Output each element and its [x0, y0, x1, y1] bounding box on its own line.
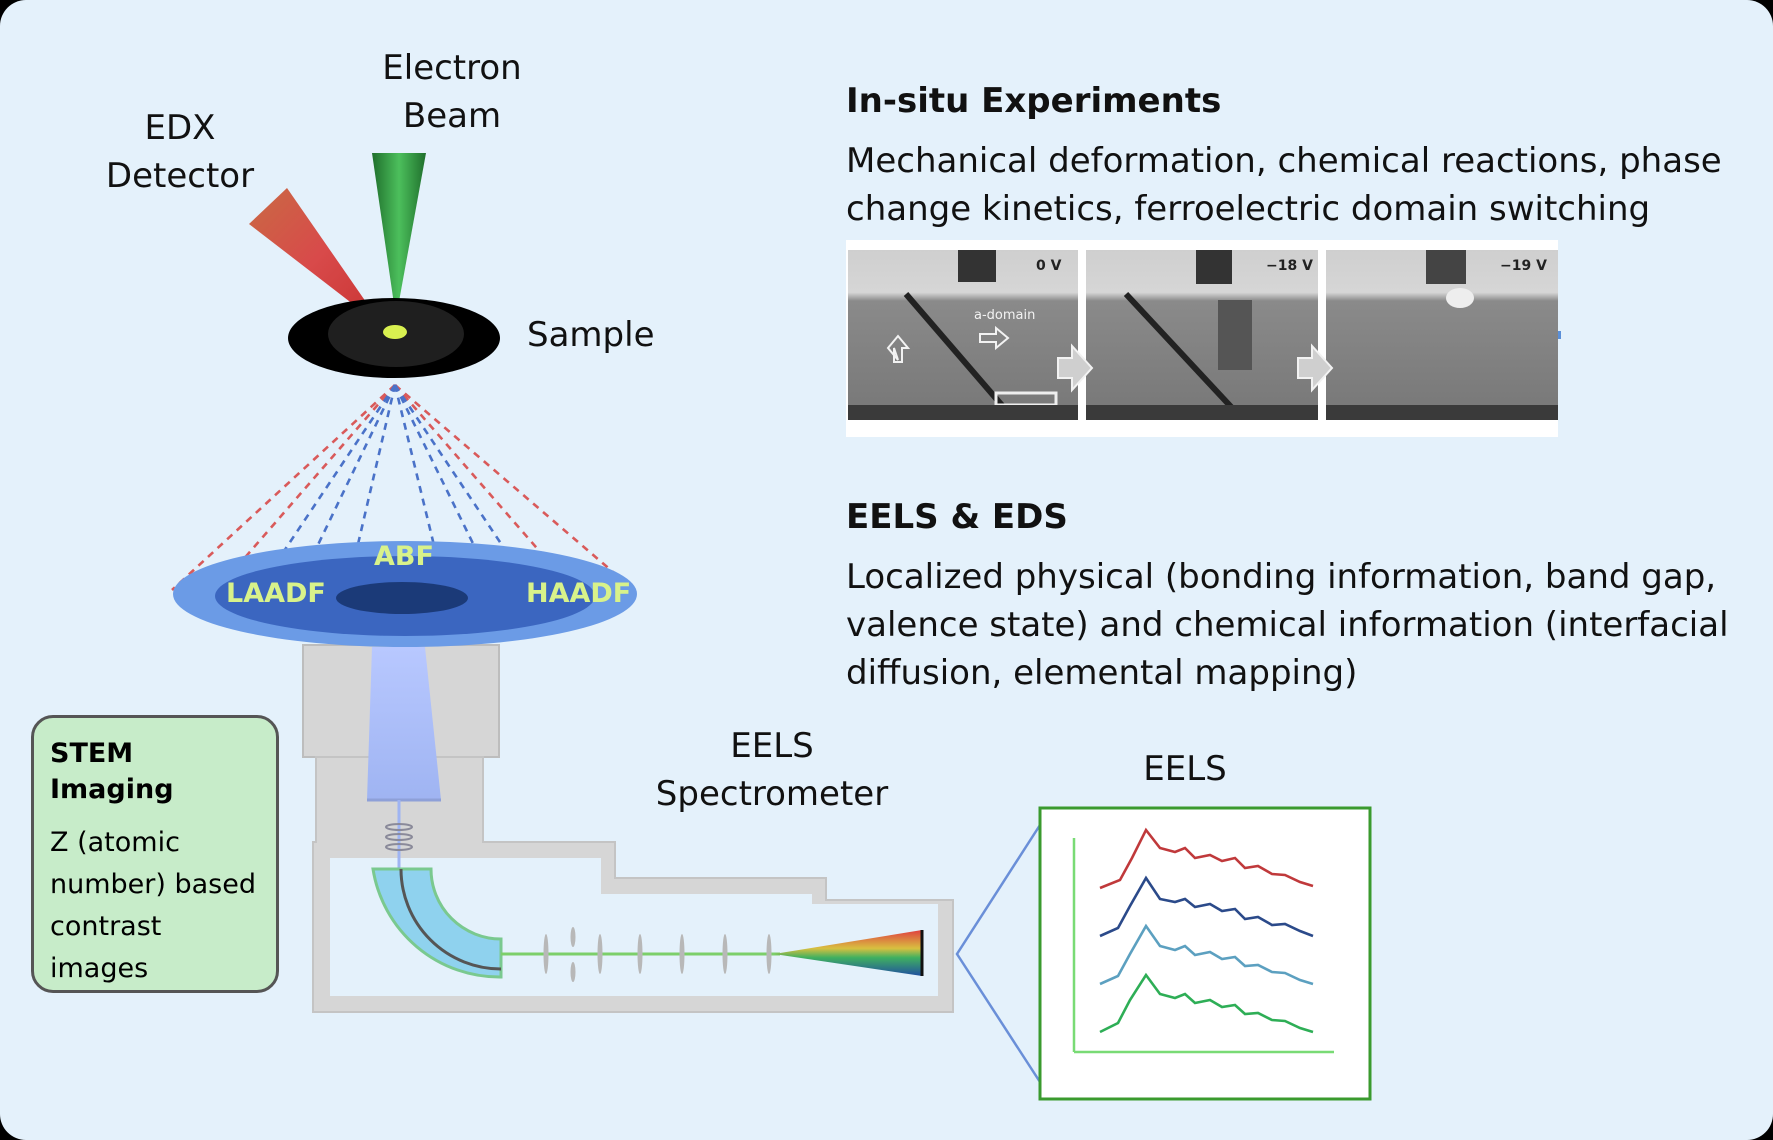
stem-imaging-title: STEM Imaging: [50, 738, 174, 805]
eels-eds-desc: Localized physical (bonding information,…: [846, 557, 1729, 693]
scatter-lines: [171, 384, 635, 593]
haadf-label: HAADF: [526, 578, 632, 609]
spectrum-trace-green: [1099, 972, 1314, 1034]
stem-imaging-box: STEM Imaging Z (atomic number) based con…: [31, 715, 279, 993]
spectrum-trace-navy: [1099, 875, 1314, 938]
electron-beam-cone: [372, 153, 426, 318]
micrograph-panel-3: [1326, 250, 1558, 420]
edx-detector-label: EDX Detector: [105, 108, 255, 196]
panel-2-voltage: −18 V: [1266, 258, 1313, 274]
edx-detector-cone: [249, 188, 384, 328]
eels-spectrometer-label: EELS Spectrometer: [655, 726, 889, 814]
eels-plot-title: EELS: [1143, 749, 1227, 789]
micrograph-panel-2: [1086, 250, 1318, 420]
lens-stack: [385, 823, 413, 851]
spectrum-trace-red: [1099, 827, 1314, 890]
arrow-icon: [979, 325, 1010, 351]
sample-label: Sample: [527, 315, 655, 355]
spectrometer-lenses: [543, 927, 772, 982]
insitu-title: In-situ Experiments: [846, 81, 1222, 121]
dispersed-spectrum: [774, 930, 922, 976]
abf-label: ABF: [374, 541, 434, 572]
insitu-micrograph-strip: 0 V −18 V −19 V a-domain: [846, 240, 1558, 437]
projector-column: [367, 647, 441, 800]
bending-prism: [371, 867, 503, 979]
annular-detector: [173, 541, 637, 647]
eels-plot-axes: [1072, 838, 1334, 1054]
laadf-label: LAADF: [226, 578, 326, 609]
panel-3-voltage: −19 V: [1500, 258, 1547, 274]
sample-disk: [288, 298, 500, 378]
insitu-desc: Mechanical deformation, chemical reactio…: [846, 141, 1722, 229]
micrograph-panel-1: [848, 250, 1078, 420]
stem-imaging-desc: Z (atomic number) based contrast images: [50, 827, 256, 984]
eels-eds-title: EELS & EDS: [846, 497, 1068, 537]
micrograph-panels: 0 V −18 V −19 V a-domain: [848, 250, 1558, 420]
eels-spectra: [1099, 827, 1314, 1034]
right-arrow-icon: [1297, 343, 1334, 393]
up-arrow-icon: [886, 334, 911, 363]
panel-1-voltage: 0 V: [1036, 258, 1062, 274]
electron-beam-label: Electron Beam: [382, 48, 522, 136]
right-arrow-icon: [1057, 343, 1094, 393]
plot-connector: [955, 824, 1042, 1083]
panel-1-annotation: a-domain: [974, 308, 1035, 323]
spectrum-trace-lightblue: [1099, 923, 1314, 986]
